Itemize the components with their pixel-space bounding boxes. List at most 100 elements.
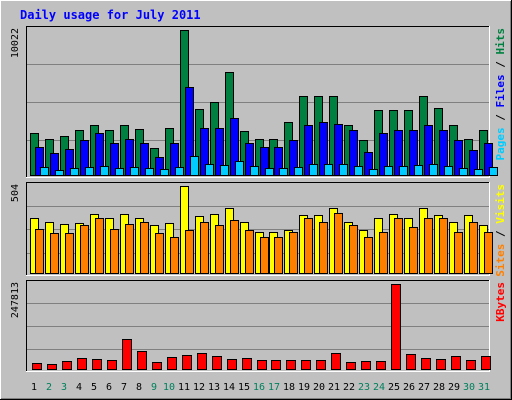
x-axis-labels: 1 2 3 4 5 6 7 8 9 10 11 12 13 14 15 16 17 18 19 20 21 22 23 24 2…: [31, 382, 490, 393]
bar-kbytes: [212, 356, 222, 370]
bar-sites: [260, 237, 269, 274]
x-tick-label: 10: [163, 382, 175, 393]
bar-sites: [35, 229, 44, 274]
bar-files: [170, 143, 179, 176]
bar-pages: [85, 167, 94, 176]
bar-pages: [130, 167, 139, 176]
bar-pages: [309, 164, 318, 176]
x-tick-label: 28: [433, 382, 445, 393]
bar-kbytes: [316, 360, 326, 370]
bar-kbytes: [242, 358, 252, 370]
bar-files: [274, 147, 283, 176]
bar-sites: [439, 218, 448, 274]
bar-sites: [394, 218, 403, 274]
bar-pages: [190, 156, 199, 176]
bar-sites: [80, 225, 89, 274]
series-sites: [35, 213, 493, 274]
bar-files: [289, 140, 298, 176]
x-tick-label: 7: [121, 382, 127, 393]
bar-sites: [140, 222, 149, 274]
bar-files: [245, 143, 254, 176]
bar-sites: [170, 237, 179, 274]
x-tick-label: 3: [61, 382, 67, 393]
bar-files: [65, 149, 74, 176]
bar-kbytes: [271, 360, 281, 370]
bar-files: [80, 140, 89, 176]
bar-sites: [319, 222, 328, 274]
side-legend-part: KBytes: [494, 282, 507, 322]
x-tick-label: 26: [403, 382, 415, 393]
bar-pages: [220, 165, 229, 176]
bar-pages: [205, 164, 214, 176]
x-tick-label: 15: [238, 382, 250, 393]
x-tick-label: 5: [91, 382, 97, 393]
bar-files: [50, 153, 59, 176]
bar-kbytes: [182, 355, 192, 370]
series-visits: [30, 186, 488, 274]
side-legend-part: Pages: [494, 127, 507, 160]
x-tick-label: 6: [106, 382, 112, 393]
x-tick-label: 19: [298, 382, 310, 393]
bar-pages: [429, 164, 438, 176]
x-tick-label: 20: [313, 382, 325, 393]
side-legend-traffic: Pages / Files / Hits: [494, 28, 507, 161]
x-tick-label: 9: [151, 382, 157, 393]
y-max-label-traffic: 10022: [10, 28, 21, 58]
side-legend-part: Visits: [494, 184, 507, 224]
side-legend-part: /: [494, 224, 507, 244]
bar-sites: [230, 220, 239, 274]
x-tick-label: 14: [223, 382, 235, 393]
x-tick-label: 4: [76, 382, 82, 393]
bar-kbytes: [451, 356, 461, 370]
bar-kbytes: [331, 353, 341, 370]
bar-files: [200, 128, 209, 176]
x-tick-label: 24: [373, 382, 385, 393]
bar-pages: [160, 169, 169, 176]
bar-sites: [364, 237, 373, 274]
bar-sites: [185, 230, 194, 274]
series-hits: [30, 30, 488, 176]
x-tick-label: 18: [283, 382, 295, 393]
side-legend-part: /: [494, 108, 507, 128]
bar-sites: [424, 218, 433, 274]
x-tick-label: 25: [388, 382, 400, 393]
bar-kbytes: [406, 354, 416, 370]
bar-pages: [250, 166, 259, 176]
bar-files: [95, 133, 104, 176]
bar-files: [125, 139, 134, 176]
bar-sites: [155, 233, 164, 274]
panel-visitors: 504 Sites / Visits: [10, 182, 507, 277]
bar-kbytes: [376, 361, 386, 370]
bar-files: [349, 130, 358, 176]
bar-files: [155, 157, 164, 176]
panel-traffic: 10022 Pages / Files / Hits: [10, 26, 507, 178]
bar-files: [215, 128, 224, 176]
bar-pages: [384, 166, 393, 176]
bar-pages: [369, 169, 378, 176]
bar-files: [185, 87, 194, 176]
bar-pages: [175, 167, 184, 176]
bar-files: [110, 143, 119, 176]
x-tick-label: 12: [193, 382, 205, 393]
bar-sites: [65, 233, 74, 274]
bar-kbytes: [167, 357, 177, 370]
bar-kbytes: [257, 360, 267, 370]
x-tick-label: 13: [208, 382, 220, 393]
x-tick-label: 8: [136, 382, 142, 393]
bar-files: [424, 125, 433, 176]
bar-sites: [110, 229, 119, 274]
panel-kbytes: 247813 KBytes: [10, 280, 507, 372]
bar-kbytes: [107, 360, 117, 370]
side-legend-part: Hits: [494, 28, 507, 55]
side-legend-part: Files: [494, 74, 507, 107]
y-max-label-kbytes: 247813: [10, 282, 21, 318]
x-tick-label: 27: [418, 382, 430, 393]
bar-pages: [265, 168, 274, 176]
x-tick-label: 1: [31, 382, 37, 393]
series-kbytes: [32, 284, 491, 370]
bar-sites: [215, 225, 224, 274]
series-files: [35, 87, 493, 176]
bar-files: [394, 130, 403, 176]
bar-kbytes: [301, 360, 311, 370]
x-tick-label: 17: [268, 382, 280, 393]
